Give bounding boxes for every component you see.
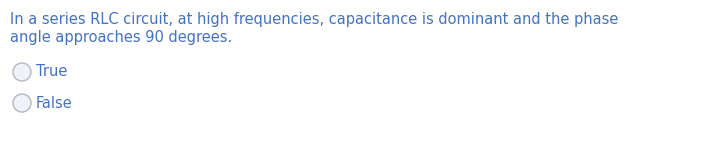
Text: False: False	[36, 95, 73, 111]
Text: In a series RLC circuit, at high frequencies, capacitance is dominant and the ph: In a series RLC circuit, at high frequen…	[10, 12, 618, 27]
Text: angle approaches 90 degrees.: angle approaches 90 degrees.	[10, 30, 232, 45]
Ellipse shape	[13, 94, 31, 112]
Ellipse shape	[13, 63, 31, 81]
Text: True: True	[36, 64, 67, 80]
